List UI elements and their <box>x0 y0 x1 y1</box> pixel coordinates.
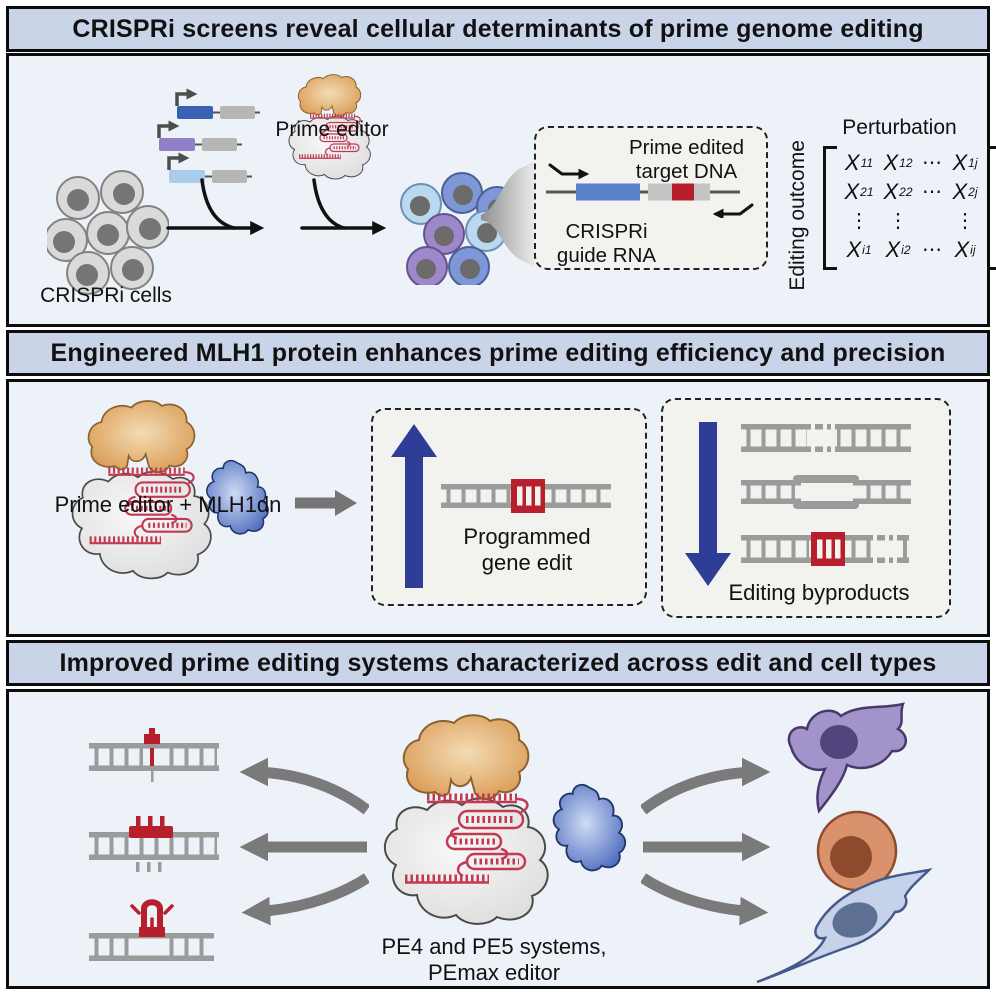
perturbation-label: Perturbation <box>842 116 957 139</box>
sequencing-construct-icon <box>546 163 754 218</box>
zoom-funnel-icon <box>481 161 535 267</box>
spindle-cell-icon <box>756 868 932 984</box>
matrix-cell <box>918 206 946 235</box>
matrix-cell: X 12 <box>883 149 913 175</box>
editing-outcome-label: Editing outcome <box>786 140 810 291</box>
right-block-arrow-icon <box>295 490 357 516</box>
matrix-cell: ⋮ <box>955 210 975 232</box>
programmed-gene-edit-label: Programmed gene edit <box>463 524 591 575</box>
panel-mlh1dn: Prime editor + MLH1dn Programmed gene ed… <box>6 379 990 637</box>
edited-cell-cluster-icon <box>400 172 508 285</box>
panel-crispri-screen: CRISPRi cells Prime editor <box>6 53 996 327</box>
section2-header: Engineered MLH1 protein enhances prime e… <box>6 330 990 376</box>
insertion-dna-icon <box>741 475 911 509</box>
flap-edit-dna-icon <box>89 899 214 961</box>
prime-editor-mlh1dn-label: Prime editor + MLH1dn <box>54 492 282 517</box>
indel-dna-icon <box>741 424 911 452</box>
readout-construct-box: Prime edited target DNA CRISPRi guide RN… <box>534 126 768 270</box>
matrix-cell: ⋯ <box>922 152 942 174</box>
section2-title: Engineered MLH1 protein enhances prime e… <box>50 338 946 367</box>
pe-systems-label: PE4 and PE5 systems, PEmax editor <box>381 934 607 985</box>
section3-title: Improved prime editing systems character… <box>59 648 937 677</box>
crispri-cells-label: CRISPRi cells <box>40 284 172 307</box>
matrix-left-bracket <box>823 146 837 270</box>
matrix-cell: ⋯ <box>922 239 942 261</box>
crispri-guide-rna-label: CRISPRi guide RNA <box>556 220 657 268</box>
programmed-edit-box: Programmed gene edit <box>371 408 647 606</box>
round-cell-icon <box>816 810 898 892</box>
mlh1dn-icon <box>552 783 627 872</box>
crispri-cell-cluster-icon <box>47 170 169 295</box>
matrix-cell: X 1j <box>952 149 978 175</box>
edit-with-indel-dna-icon <box>741 532 909 566</box>
matrix-cell: X 11 <box>844 149 874 175</box>
matrix-cell: ⋮ <box>849 210 869 232</box>
workflow-arrows-icon <box>166 178 387 235</box>
section3-header: Improved prime editing systems character… <box>6 640 990 686</box>
matrix-right-bracket <box>987 146 996 270</box>
matrix-cell: ⋯ <box>922 181 942 203</box>
matrix-cell: X 22 <box>883 178 913 204</box>
plasmid-constructs-icon <box>157 88 260 183</box>
matrix-cell: X 21 <box>844 178 874 204</box>
insertion-edit-dna-icon <box>89 816 219 872</box>
editing-byproducts-label: Editing byproducts <box>728 580 910 605</box>
matrix-cell: ⋮ <box>888 210 908 232</box>
point-edit-dna-icon <box>89 728 219 782</box>
prime-editor-label: Prime editor <box>275 118 389 141</box>
arrows-to-cells-icon <box>641 757 771 926</box>
panel-systems: PE4 and PE5 systems, PEmax editor <box>6 689 990 989</box>
byproducts-box: Editing byproducts <box>661 398 951 618</box>
fibroblast-cell-icon <box>787 702 908 814</box>
section1-header: CRISPRi screens reveal cellular determin… <box>6 6 990 52</box>
arrows-to-edits-icon <box>239 757 369 926</box>
pemax-editor-icon <box>369 712 569 942</box>
edited-dna-icon <box>441 479 611 513</box>
down-arrow-icon <box>685 422 731 586</box>
prime-edited-target-dna-label: Prime edited target DNA <box>628 136 745 184</box>
matrix-cell: X 2j <box>952 178 978 204</box>
up-arrow-icon <box>391 424 437 588</box>
section1-title: CRISPRi screens reveal cellular determin… <box>72 14 924 43</box>
